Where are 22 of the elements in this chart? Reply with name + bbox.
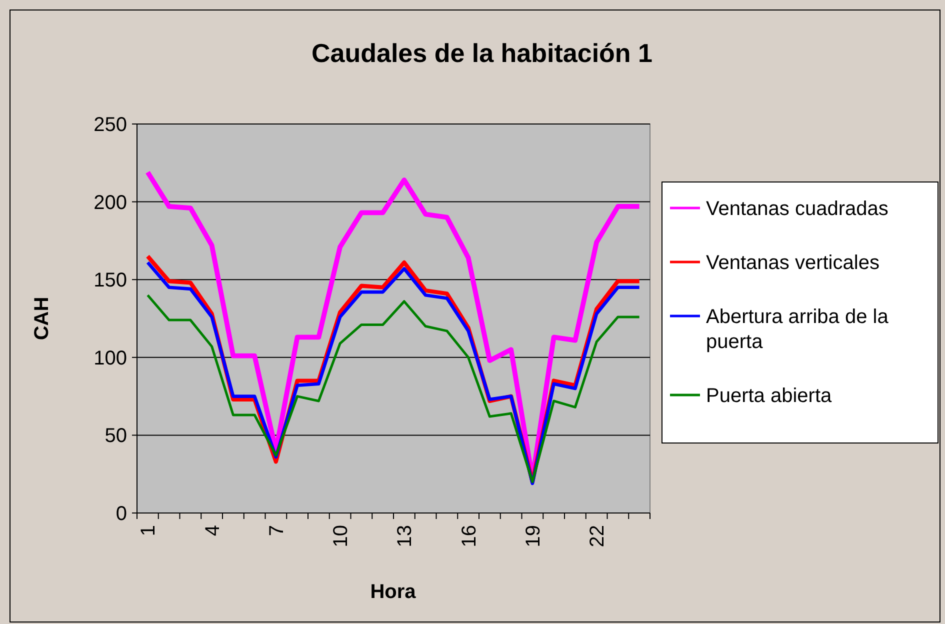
legend-label: Ventanas cuadradas <box>706 198 888 220</box>
y-tick-label: 0 <box>116 503 127 525</box>
legend-label: Puerta abierta <box>706 385 833 407</box>
x-tick-label: 22 <box>586 525 609 548</box>
x-tick-label: 4 <box>202 525 224 536</box>
y-axis-title: CAH <box>31 296 53 340</box>
y-tick-label: 250 <box>94 114 127 136</box>
y-tick-label: 150 <box>94 270 127 292</box>
y-tick-label: 50 <box>104 425 127 448</box>
line-series <box>146 294 641 484</box>
x-tick-label: 16 <box>458 525 480 548</box>
x-tick-label: 10 <box>330 525 352 548</box>
x-tick-label: 19 <box>522 525 544 548</box>
x-tick-label: 7 <box>266 525 288 536</box>
x-axis-title: Hora <box>370 581 417 603</box>
chart-title: Caudales de la habitación 1 <box>312 38 652 68</box>
x-tick-label: 1 <box>138 525 160 536</box>
legend-label: Abertura arriba de la puerta <box>706 306 890 353</box>
y-tick-label: 200 <box>94 192 127 214</box>
legend-label: Ventanas verticales <box>706 252 880 274</box>
x-tick-label: 13 <box>394 525 416 548</box>
y-tick-label: 100 <box>94 347 127 370</box>
